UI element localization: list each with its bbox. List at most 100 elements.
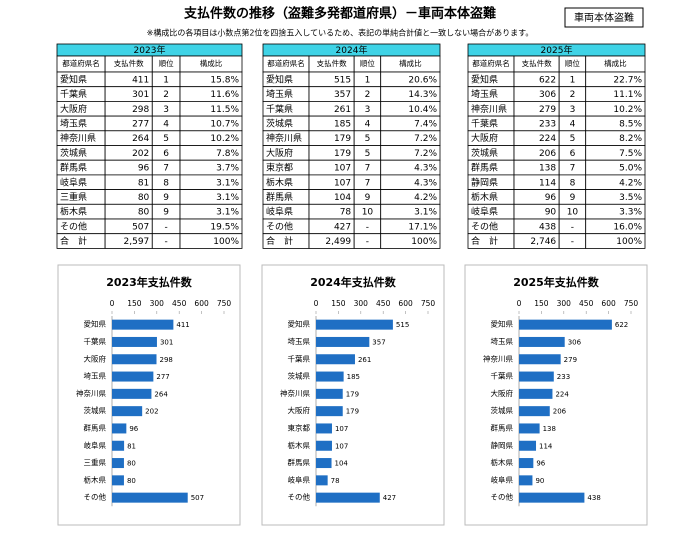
cell-text: 80 <box>138 193 150 203</box>
bar <box>112 336 157 347</box>
cell-text: 411 <box>132 75 149 85</box>
badge-box <box>564 7 644 28</box>
value-label: 78 <box>331 477 340 485</box>
cell-text: 埼玉県 <box>471 88 498 100</box>
value-label: 298 <box>160 356 173 364</box>
cell-text: 埼玉県 <box>60 117 87 129</box>
category-label: 埼玉県 <box>84 371 107 381</box>
cell-text: 合 計 <box>471 235 498 247</box>
bar <box>316 492 380 503</box>
cell-text: 7.2% <box>414 134 437 144</box>
year-label: 2025年 <box>541 44 573 56</box>
cell-text: 107 <box>334 178 351 188</box>
cell-text: 静岡県 <box>471 176 498 188</box>
cell-text: 10 <box>362 208 374 218</box>
cell-text: 10.2% <box>613 105 642 115</box>
cell-text: 茨城県 <box>60 147 87 159</box>
cell-text: 185 <box>334 119 351 129</box>
category-label: 愛知県 <box>288 319 311 329</box>
category-label: 茨城県 <box>491 405 514 415</box>
value-label: 206 <box>553 408 567 416</box>
cell-text: - <box>165 237 168 247</box>
cell-text: 4 <box>365 119 371 129</box>
bar <box>112 440 125 451</box>
value-label: 202 <box>145 408 158 416</box>
cell-text: 19.5% <box>210 222 239 232</box>
value-label: 80 <box>127 477 136 485</box>
cell-text: 622 <box>539 75 556 85</box>
value-label: 306 <box>568 338 582 346</box>
cell-text: 神奈川県 <box>471 103 507 115</box>
category-label: 神奈川県 <box>280 388 310 398</box>
category-label: 栃木県 <box>491 457 514 467</box>
cell-text: 茨城県 <box>266 117 293 129</box>
bar <box>316 371 344 382</box>
cell-text: 6 <box>570 149 576 159</box>
cell-text: 神奈川県 <box>266 132 302 144</box>
column-header: 構成比 <box>200 58 223 68</box>
cell-text: 17.1% <box>408 222 437 232</box>
cell-text: - <box>165 222 168 232</box>
column-header: 支払件数 <box>317 58 347 68</box>
value-label: 438 <box>587 494 600 502</box>
cell-text: 202 <box>132 149 149 159</box>
x-tick-label: 150 <box>534 299 549 308</box>
bar <box>316 336 370 347</box>
value-label: 264 <box>154 390 168 398</box>
x-tick-label: 150 <box>127 299 142 308</box>
cell-text: 15.8% <box>210 75 239 85</box>
cell-text: 9 <box>163 208 169 218</box>
bar <box>112 354 157 365</box>
cell-text: 306 <box>539 90 556 100</box>
bar <box>112 458 124 469</box>
category-label: 神奈川県 <box>76 388 106 398</box>
value-label: 114 <box>539 442 553 450</box>
cell-text: 4 <box>570 119 576 129</box>
cell-text: 千葉県 <box>266 103 293 115</box>
bar <box>519 475 533 486</box>
page-title: 支払件数の推移（盗難多発都道府県）－車両本体盗難 <box>183 6 496 22</box>
cell-text: 507 <box>132 222 149 232</box>
value-label: 622 <box>615 321 628 329</box>
cell-text: 515 <box>334 75 351 85</box>
value-label: 301 <box>160 338 173 346</box>
value-label: 411 <box>176 321 189 329</box>
year-label: 2023年 <box>134 44 166 56</box>
x-tick-label: 600 <box>398 299 413 308</box>
category-label: 岐阜県 <box>491 474 514 484</box>
cell-text: 224 <box>539 134 556 144</box>
cell-text: 11.1% <box>613 90 642 100</box>
cell-text: 2 <box>365 90 371 100</box>
x-tick-label: 450 <box>579 299 594 308</box>
category-label: その他 <box>491 492 514 502</box>
cell-text: 3.5% <box>619 193 642 203</box>
cell-text: 277 <box>132 119 149 129</box>
cell-text: 78 <box>340 208 352 218</box>
cell-text: 4.2% <box>619 178 642 188</box>
cell-text: 3.1% <box>216 178 239 188</box>
chart-frame <box>261 264 445 526</box>
bar <box>519 388 553 399</box>
cell-text: 9 <box>365 193 371 203</box>
category-label: 大阪府 <box>288 405 311 415</box>
category-label: 岐阜県 <box>84 440 107 450</box>
value-label: 104 <box>335 460 349 468</box>
category-label: 大阪府 <box>491 388 514 398</box>
cell-text: 8.2% <box>619 134 642 144</box>
cell-text: 9 <box>163 193 169 203</box>
x-tick-label: 0 <box>110 299 115 308</box>
bar <box>519 371 554 382</box>
value-label: 96 <box>129 425 138 433</box>
cell-text: 5 <box>365 134 371 144</box>
cell-text: 80 <box>138 208 150 218</box>
cell-text: 千葉県 <box>471 117 498 129</box>
note: ※構成比の各項目は小数点第2位を四捨五入しているため、表記の単純合計値と一致しな… <box>147 28 534 38</box>
cell-text: 22.7% <box>613 75 642 85</box>
cell-text: 5 <box>163 134 169 144</box>
value-label: 427 <box>383 494 396 502</box>
category-label: 千葉県 <box>491 371 514 381</box>
value-label: 107 <box>335 425 348 433</box>
bar <box>316 354 355 365</box>
cell-text: 3 <box>163 105 169 115</box>
cell-text: 3 <box>570 105 576 115</box>
